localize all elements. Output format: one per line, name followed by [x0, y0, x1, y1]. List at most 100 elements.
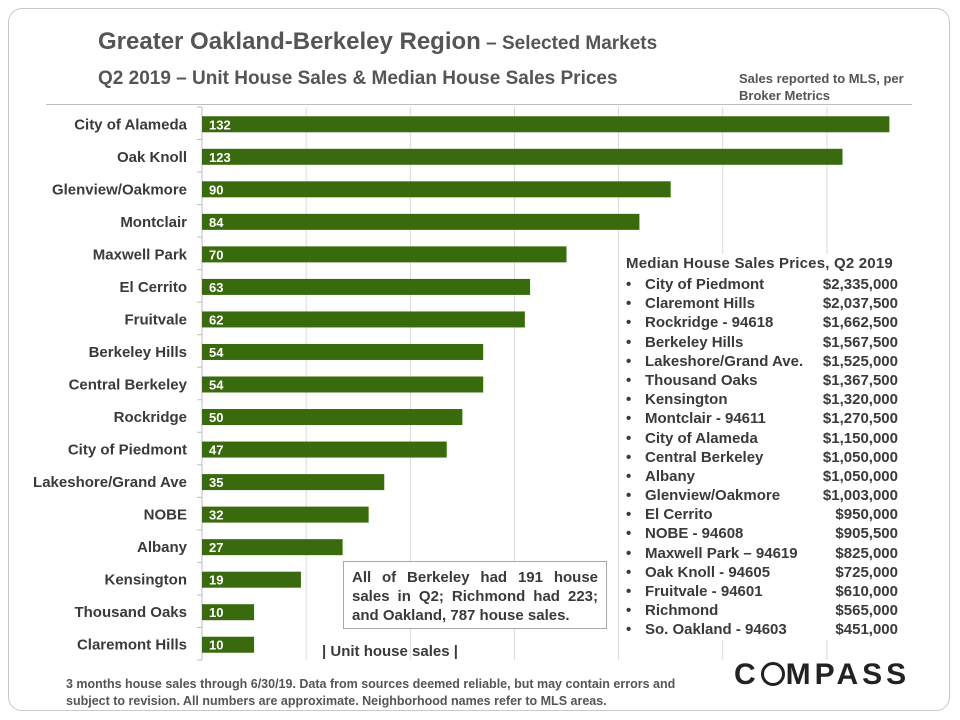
median-price-row: • NOBE - 94608 $905,500 [626, 524, 926, 543]
category-label: Albany [137, 539, 188, 556]
bar-value-label: 35 [209, 475, 223, 490]
bar [202, 148, 843, 165]
median-price-row: • El Cerrito $950,000 [626, 505, 926, 524]
median-area-name: Claremont Hills [645, 295, 756, 313]
bullet-icon: • [626, 352, 632, 370]
median-price-value: $2,037,500 [822, 295, 898, 313]
median-price-row: • Berkeley Hills $1,567,500 [626, 333, 926, 352]
category-label: Montclair [120, 214, 187, 231]
median-area-name: Fruitvale - 94601 [645, 583, 763, 600]
median-prices-list: • City of Piedmont $2,335,000 • Claremont Hi… [626, 275, 926, 640]
median-price-value: $1,662,500 [822, 314, 898, 332]
median-price-value: $725,000 [835, 563, 898, 581]
bar-value-label: 62 [209, 312, 223, 327]
median-price-value: $1,567,500 [822, 333, 898, 351]
bullet-icon: • [626, 276, 632, 293]
median-price-value: $825,000 [835, 544, 898, 562]
category-label: Maxwell Park [93, 246, 188, 263]
bar-value-label: 123 [209, 150, 231, 165]
category-label: Rockridge [114, 409, 187, 426]
logo-ring-icon [760, 662, 785, 686]
title-main: Greater Oakland-Berkeley Region [98, 28, 481, 55]
bullet-icon: • [626, 506, 632, 524]
median-price-row: • Rockridge - 94618 $1,662,500 [626, 313, 926, 332]
page-subtitle: Q2 2019 – Unit House Sales & Median Hous… [98, 68, 618, 89]
median-price-row: • So. Oakland - 94603 $451,000 [626, 620, 926, 639]
bullet-icon: • [626, 487, 632, 505]
category-label: NOBE [144, 507, 187, 524]
bar [202, 246, 567, 263]
compass-logo: C MPASS [734, 658, 910, 692]
bar-value-label: 10 [209, 605, 223, 620]
bar [202, 181, 671, 198]
bullet-icon: • [626, 563, 632, 581]
median-price-value: $565,000 [835, 602, 898, 620]
category-label: City of Piedmont [68, 442, 187, 459]
bar [202, 409, 463, 426]
median-price-row: • Claremont Hills $2,037,500 [626, 294, 926, 313]
berkeley-richmond-oakland-callout: All of Berkeley had 191 house sales in Q… [343, 561, 607, 629]
median-price-value: $451,000 [835, 621, 898, 639]
median-area-name: Oak Knoll - 94605 [645, 563, 771, 581]
bar [202, 343, 484, 360]
bullet-icon: • [626, 525, 632, 543]
bar-value-label: 63 [209, 280, 223, 295]
logo-letters: MPASS [785, 658, 911, 691]
bullet-icon: • [626, 544, 632, 562]
median-area-name: Kensington [645, 391, 728, 409]
median-price-row: • City of Alameda $1,150,000 [626, 429, 926, 448]
bar-value-label: 132 [209, 117, 231, 132]
bar [202, 116, 890, 133]
median-price-value: $1,150,000 [822, 429, 898, 447]
median-area-name: NOBE - 94608 [645, 525, 744, 543]
median-area-name: Maxwell Park – 94619 [645, 544, 798, 562]
title-suffix: – Selected Markets [480, 33, 658, 54]
bar-value-label: 54 [209, 378, 224, 393]
bar [202, 213, 640, 230]
bullet-icon: • [626, 410, 632, 428]
category-label: Fruitvale [124, 311, 187, 328]
category-label: Kensington [105, 572, 188, 589]
median-price-value: $1,320,000 [822, 391, 898, 409]
category-label: Glenview/Oakmore [52, 181, 187, 198]
median-price-row: • Kensington $1,320,000 [626, 390, 926, 409]
median-price-value: $1,050,000 [822, 467, 898, 485]
category-label: Lakeshore/Grand Ave [33, 474, 187, 491]
bar-value-label: 47 [209, 443, 223, 458]
median-area-name: Berkeley Hills [645, 333, 744, 351]
median-area-name: Thousand Oaks [645, 371, 758, 389]
bullet-icon: • [626, 602, 632, 620]
x-axis-label: | Unit house sales | [322, 643, 458, 660]
bar-value-label: 32 [209, 508, 223, 523]
median-price-value: $905,500 [835, 525, 898, 543]
bar [202, 506, 369, 523]
median-area-name: Richmond [645, 602, 719, 620]
bar [202, 376, 484, 393]
median-price-value: $950,000 [835, 506, 898, 524]
median-prices-title: Median House Sales Prices, Q2 2019 [626, 255, 893, 272]
median-price-row: • Maxwell Park – 94619 $825,000 [626, 544, 926, 563]
category-label: El Cerrito [119, 279, 187, 296]
bar-value-label: 54 [209, 345, 224, 360]
bar-value-label: 70 [209, 247, 223, 262]
median-price-value: $2,335,000 [822, 276, 898, 293]
median-area-name: Albany [645, 467, 696, 485]
median-price-row: • Fruitvale - 94601 $610,000 [626, 582, 926, 601]
page-title: Greater Oakland-Berkeley Region – Select… [98, 28, 657, 56]
median-area-name: Montclair - 94611 [645, 410, 766, 428]
bullet-icon: • [626, 448, 632, 466]
median-price-row: • Montclair - 94611 $1,270,500 [626, 409, 926, 428]
median-price-row: • Glenview/Oakmore $1,003,000 [626, 486, 926, 505]
bullet-icon: • [626, 583, 632, 600]
bar-value-label: 84 [209, 215, 224, 230]
bar [202, 311, 525, 328]
bullet-icon: • [626, 391, 632, 409]
median-price-value: $1,003,000 [822, 487, 898, 505]
bar [202, 571, 301, 588]
median-area-name: City of Alameda [645, 429, 758, 447]
bullet-icon: • [626, 314, 632, 332]
median-price-value: $1,525,000 [822, 352, 898, 370]
bar-value-label: 50 [209, 410, 223, 425]
bullet-icon: • [626, 295, 632, 313]
